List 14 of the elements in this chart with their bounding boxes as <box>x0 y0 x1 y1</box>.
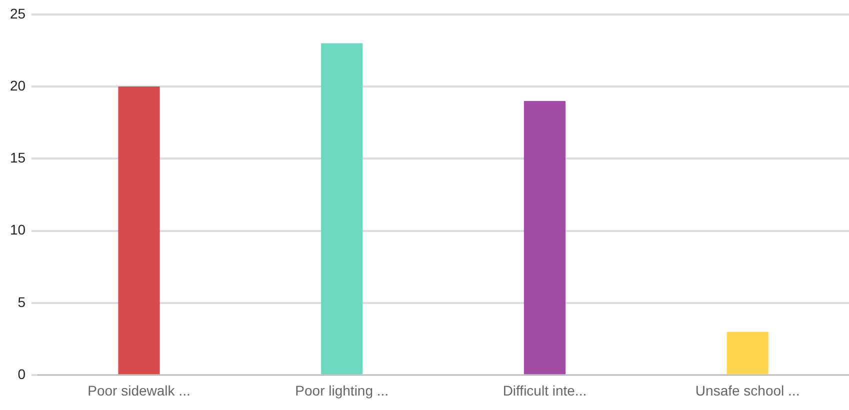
y-tick-label: 25 <box>10 5 26 22</box>
y-tick-label: 20 <box>10 77 26 94</box>
y-tick-label: 5 <box>18 294 26 310</box>
y-tick-label: 15 <box>10 150 26 166</box>
x-tick-label: Poor lighting ... <box>295 382 389 398</box>
bar <box>118 86 160 374</box>
bar <box>524 100 566 374</box>
y-tick-label: 10 <box>10 222 26 238</box>
x-tick-label: Unsafe school ... <box>695 382 800 398</box>
bar <box>726 332 768 374</box>
bar <box>321 43 363 374</box>
y-tick-label: 0 <box>18 366 26 382</box>
x-tick-label: Poor sidewalk ... <box>88 382 190 398</box>
x-tick-label: Difficult inte... <box>502 382 587 398</box>
